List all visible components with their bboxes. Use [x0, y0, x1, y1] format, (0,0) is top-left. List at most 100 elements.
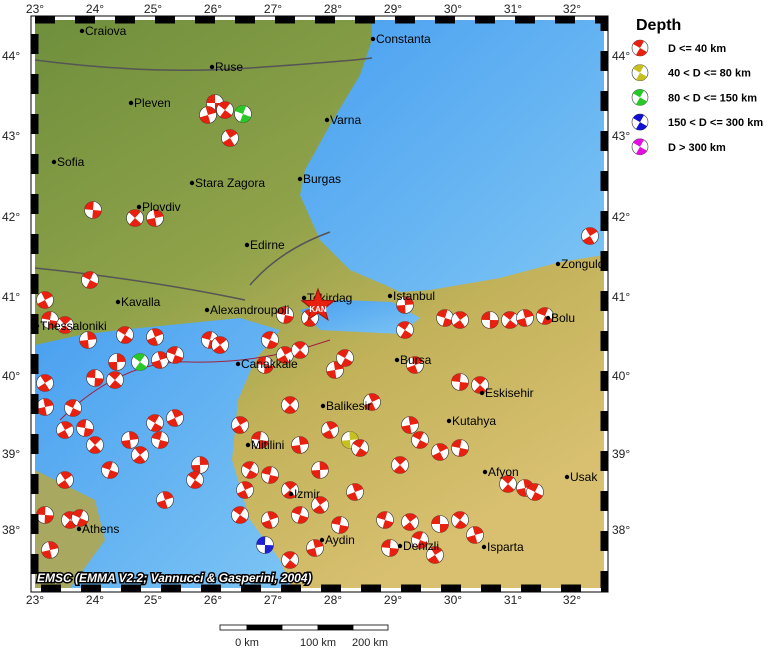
beachball	[451, 439, 469, 457]
beachball	[306, 539, 324, 557]
beachball	[106, 371, 124, 389]
lat-label: 42°	[2, 210, 20, 224]
lat-label: 42°	[612, 210, 630, 224]
beachball	[131, 353, 149, 371]
city-dot	[479, 390, 485, 396]
city-label: Kavalla	[121, 295, 161, 309]
beachball-quadrant	[381, 539, 399, 557]
beachball-quadrant	[293, 341, 307, 359]
beachball	[291, 506, 309, 524]
lat-label: 43°	[2, 129, 20, 143]
city-label: Istanbul	[393, 289, 435, 303]
beachball	[451, 373, 469, 391]
beachball	[281, 481, 299, 499]
beachball	[466, 526, 484, 544]
city-dot	[555, 261, 561, 267]
beachball	[146, 209, 164, 227]
beachball-quadrant	[401, 416, 419, 434]
beachball-quadrant	[151, 351, 169, 369]
beachball	[126, 209, 144, 227]
beachball-quadrant	[537, 307, 553, 325]
beachball-quadrant	[527, 483, 543, 501]
beachball	[241, 461, 259, 479]
lat-label: 44°	[2, 49, 20, 63]
beachball	[331, 516, 349, 534]
beachball-quadrant	[232, 506, 248, 524]
beachball-quadrant	[262, 331, 278, 349]
city-dot	[446, 418, 452, 424]
beachball	[86, 369, 104, 387]
city-dot	[319, 537, 325, 543]
beachball	[186, 471, 204, 489]
lon-label: 31°	[504, 593, 522, 607]
beachball	[236, 481, 254, 499]
lon-label: 30°	[444, 593, 462, 607]
scale-label: 0 km	[235, 637, 259, 647]
beachball-quadrant	[403, 513, 417, 531]
beachball	[211, 336, 229, 354]
marmara-sea	[300, 300, 420, 334]
lon-label: 24°	[86, 2, 104, 16]
scale-label: 200 km	[352, 637, 388, 647]
city-label: Thessaloniki	[40, 319, 107, 333]
city-dot	[235, 361, 241, 367]
beachball-quadrant	[341, 431, 359, 449]
beachball-quadrant	[36, 506, 54, 524]
beachball	[256, 536, 274, 554]
beachball	[291, 341, 309, 359]
lon-label: 32°	[563, 2, 581, 16]
beachball-quadrant	[466, 526, 484, 544]
beachball	[481, 311, 499, 329]
beachball-quadrant	[108, 371, 122, 389]
lon-label: 28°	[324, 593, 342, 607]
beachball	[411, 431, 429, 449]
lon-label: 30°	[444, 2, 462, 16]
beachball-quadrant	[256, 536, 274, 554]
lon-label: 24°	[86, 593, 104, 607]
beachball	[451, 511, 469, 529]
beachball	[451, 311, 469, 329]
beachball	[321, 421, 339, 439]
beachball	[346, 483, 364, 501]
city-label: Eskisehir	[485, 386, 534, 400]
city-dot	[301, 295, 307, 301]
lon-label: 25°	[144, 593, 162, 607]
beachball-quadrant	[283, 481, 297, 499]
beachball	[56, 471, 74, 489]
lon-label: 32°	[563, 593, 581, 607]
beachball	[251, 431, 269, 449]
beachball	[261, 331, 279, 349]
beachball	[363, 393, 381, 411]
border	[35, 231, 331, 301]
beachball-quadrant	[277, 346, 293, 364]
scale-segment	[281, 624, 319, 631]
beachball-quadrant	[412, 531, 428, 549]
beachball	[191, 456, 209, 474]
beachball-quadrant	[283, 551, 297, 569]
beachball-quadrant	[199, 106, 217, 124]
beachball	[431, 443, 449, 461]
beachball	[101, 461, 119, 479]
beachball-quadrant	[283, 396, 297, 414]
beachball-quadrant	[407, 356, 423, 374]
beachball-quadrant	[242, 461, 258, 479]
beachball	[391, 456, 409, 474]
beachball-quadrant	[337, 349, 353, 367]
city-dot	[79, 28, 85, 34]
beachball	[401, 513, 419, 531]
scale-label: 100 km	[300, 637, 336, 647]
beachball-quadrant	[326, 361, 344, 379]
beachball-quadrant	[167, 346, 183, 364]
border	[35, 57, 373, 71]
beachball-quadrant	[261, 511, 279, 529]
beachball-quadrant	[276, 306, 294, 324]
beachball-quadrant	[151, 431, 169, 449]
city-label: Plovdiv	[142, 200, 181, 214]
beachball-quadrant	[501, 475, 515, 493]
city-dot	[564, 474, 570, 480]
lon-label: 27°	[264, 593, 282, 607]
lat-label: 40°	[612, 369, 630, 383]
beachball	[156, 491, 174, 509]
legend-item: 80 < D <= 150 km	[668, 92, 757, 104]
beachball	[108, 353, 126, 371]
